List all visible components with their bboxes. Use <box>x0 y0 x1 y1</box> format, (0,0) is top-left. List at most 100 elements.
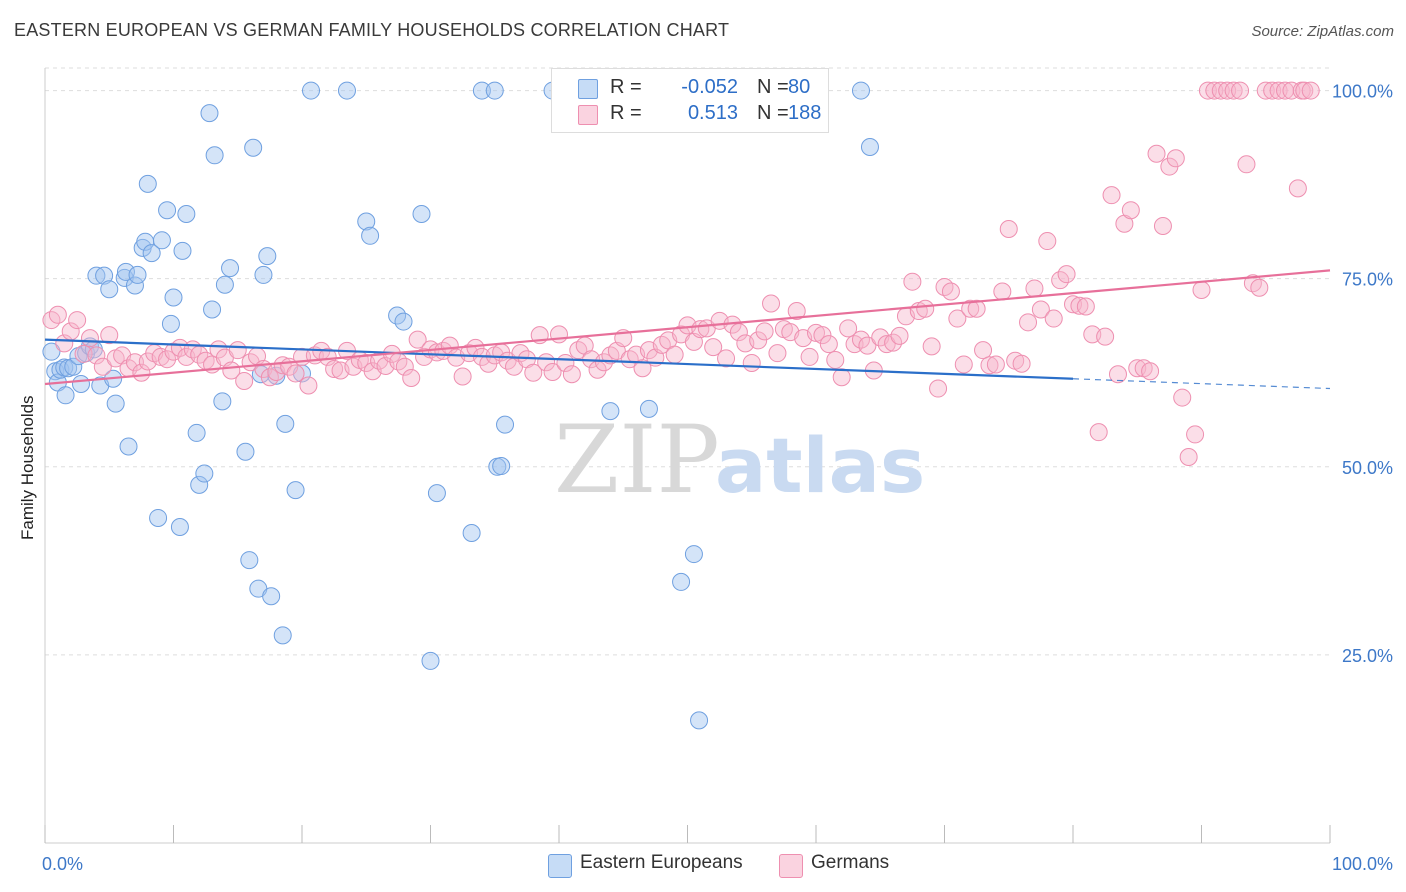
germans-point <box>74 344 93 363</box>
germans-point <box>948 309 967 328</box>
germans-point <box>325 359 344 378</box>
eastern-europeans-point <box>485 81 504 100</box>
germans-point <box>1205 81 1224 100</box>
germans-point <box>858 336 877 355</box>
eastern-europeans-point <box>301 81 320 100</box>
germans-point <box>1057 265 1076 284</box>
germans-point <box>839 319 858 338</box>
germans-point <box>228 341 247 360</box>
germans-point <box>819 335 838 354</box>
germans-point <box>993 282 1012 301</box>
germans-point <box>1192 280 1211 299</box>
eastern-europeans-point <box>203 300 222 319</box>
y-axis-label: Family Households <box>18 395 37 540</box>
eastern-europeans-point <box>639 399 658 418</box>
germans-point <box>916 299 935 318</box>
germans-point <box>1224 81 1243 100</box>
germans-point <box>1108 365 1127 384</box>
germans-point <box>1288 179 1307 198</box>
eastern-europeans-point <box>394 312 413 331</box>
germans-point <box>1211 81 1230 100</box>
eastern-europeans-point <box>149 508 168 527</box>
eastern-europeans-point <box>116 262 135 281</box>
germans-point <box>286 364 305 383</box>
r-label: R = <box>610 102 642 124</box>
r-value: -0.052 <box>681 76 738 98</box>
germans-point <box>813 326 832 345</box>
legend-swatch-blue <box>578 79 598 99</box>
eastern-europeans-point <box>152 231 171 250</box>
correlation-legend: R = -0.052 N = 80 R = 0.513 N = 188 <box>551 68 829 133</box>
n-value: 80 <box>788 76 811 98</box>
eastern-europeans-point <box>205 146 224 165</box>
germans-point <box>877 335 896 354</box>
germans-point <box>832 368 851 387</box>
eastern-europeans-point <box>213 392 232 411</box>
eastern-europeans-point <box>170 517 189 536</box>
germans-point <box>1263 81 1282 100</box>
germans-point <box>1166 149 1185 168</box>
legend-swatch-pink <box>779 854 803 878</box>
germans-point <box>550 325 568 344</box>
germans-point <box>704 338 723 357</box>
germans-point <box>826 350 845 369</box>
eastern-europeans-point <box>177 204 196 223</box>
germans-point <box>80 329 99 348</box>
eastern-europeans-point <box>286 481 305 500</box>
germans-point <box>1301 81 1320 100</box>
germans-point <box>158 350 177 369</box>
germans-point <box>890 326 909 345</box>
eastern-europeans-point <box>187 423 206 442</box>
eastern-europeans-trend-extension <box>1072 378 1331 390</box>
germans-point <box>132 363 151 382</box>
germans-point <box>1250 278 1269 297</box>
eastern-europeans-point <box>412 204 431 223</box>
germans-point <box>1031 300 1050 319</box>
germans-point <box>1243 274 1262 293</box>
germans-point <box>569 341 588 360</box>
eastern-europeans-point <box>87 266 106 285</box>
eastern-europeans-point <box>337 81 356 100</box>
chart-title: EASTERN EUROPEAN VS GERMAN FAMILY HOUSEH… <box>14 20 730 40</box>
germans-point <box>48 305 67 324</box>
germans-point <box>986 355 1005 374</box>
germans-point <box>100 326 119 345</box>
germans-point <box>1173 388 1192 407</box>
n-label: N = <box>757 102 789 124</box>
germans-point <box>68 311 87 330</box>
germans-point <box>941 282 960 301</box>
germans-point <box>1237 155 1256 174</box>
legend-swatch-blue <box>548 854 572 878</box>
germans-trend-line <box>44 269 1331 386</box>
germans-point <box>755 322 774 341</box>
axes <box>44 68 1331 844</box>
eastern-europeans-point <box>357 212 376 231</box>
germans-point <box>395 357 414 376</box>
x-tick-label: 0.0% <box>42 854 83 874</box>
germans-point <box>922 337 941 356</box>
germans-point <box>87 346 106 365</box>
germans-point <box>1198 81 1217 100</box>
eastern-europeans-point <box>361 226 380 245</box>
germans-point <box>1256 81 1275 100</box>
germans-point <box>1070 296 1089 315</box>
germans-point <box>787 302 806 321</box>
r-value: 0.513 <box>687 102 738 124</box>
eastern-europeans-point <box>860 138 879 157</box>
germans-point <box>1102 186 1121 205</box>
germans-point <box>967 299 986 318</box>
eastern-europeans-point <box>106 394 125 413</box>
chart-source: Source: ZipAtlas.com <box>1251 23 1394 40</box>
germans-point <box>1025 279 1044 298</box>
germans-point <box>999 220 1018 239</box>
eastern-europeans-point <box>258 247 277 266</box>
eastern-europeans-point <box>427 484 446 503</box>
eastern-europeans-point <box>56 386 75 405</box>
eastern-europeans-point <box>672 572 691 591</box>
germans-point <box>1121 201 1140 220</box>
eastern-europeans-point <box>64 357 83 376</box>
germans-point <box>1076 297 1095 316</box>
germans-point <box>524 363 543 382</box>
germans-point <box>1147 144 1166 163</box>
eastern-europeans-points <box>42 81 879 730</box>
